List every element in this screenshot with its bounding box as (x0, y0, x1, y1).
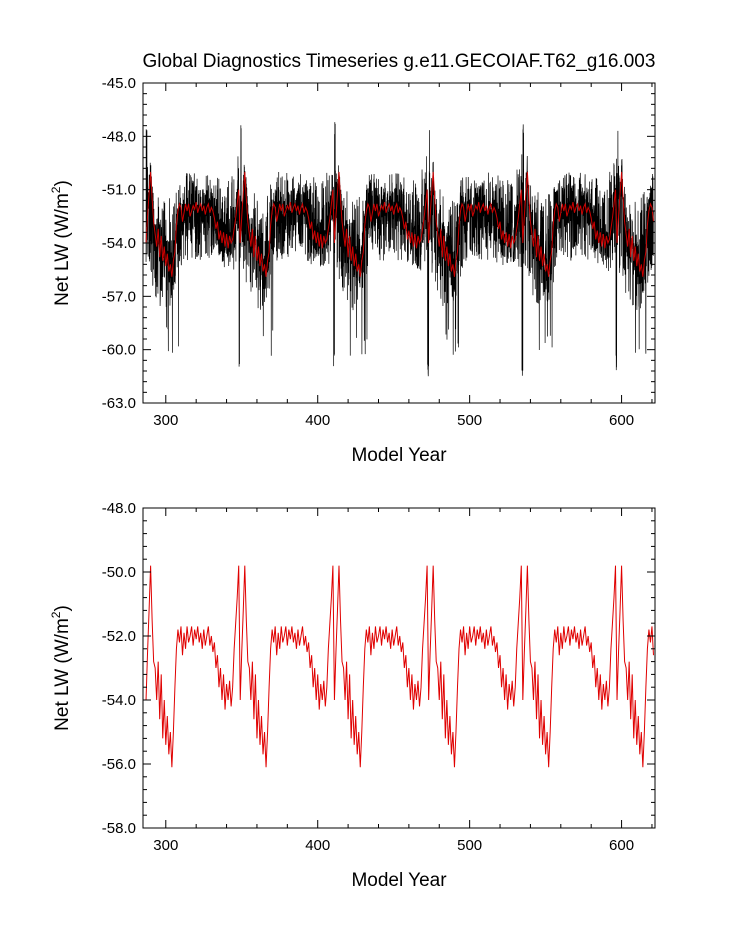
annual-series-line (145, 565, 654, 768)
bottom-panel: 300 400 500 600 -58.0 -56.0 -54.0 -52.0 -50.0 -48… (49, 500, 656, 891)
y-tick-label: -48.0 (102, 128, 136, 145)
top-panel: 300 400 500 600 -63.0 -60.0 -57.0 -54.0 -51.0 -48… (49, 75, 656, 466)
x-tick-label: 400 (305, 837, 330, 854)
x-tick-label: 500 (457, 837, 482, 854)
y-tick-label: -58.0 (102, 820, 136, 837)
x-axis-label: Model Year (351, 445, 447, 466)
y-tick-label: -51.0 (102, 182, 136, 199)
y-tick-label: -63.0 (102, 395, 136, 412)
y-axis-label: Net LW (W/m2) (49, 180, 73, 306)
x-tick-label: 300 (153, 837, 178, 854)
x-tick-label: 600 (609, 412, 634, 429)
y-tick-label: -57.0 (102, 288, 136, 305)
y-tick-label: -54.0 (102, 235, 136, 252)
y-tick-label: -45.0 (102, 75, 136, 92)
x-axis-label: Model Year (351, 870, 447, 891)
y-tick-label: -56.0 (102, 756, 136, 773)
y-tick-label: -48.0 (102, 500, 136, 517)
annual-series-line (145, 171, 654, 277)
y-tick-label: -60.0 (102, 342, 136, 359)
x-tick-label: 600 (609, 837, 634, 854)
x-tick-label: 300 (153, 412, 178, 429)
y-tick-label: -50.0 (102, 564, 136, 581)
y-axis-label: Net LW (W/m2) (49, 605, 73, 731)
x-tick-label: 400 (305, 412, 330, 429)
y-tick-label: -54.0 (102, 692, 136, 709)
plot-frame (142, 507, 656, 829)
chart-title: Global Diagnostics Timeseries g.e11.GECO… (143, 51, 656, 72)
monthly-series-line (145, 122, 654, 377)
x-tick-label: 500 (457, 412, 482, 429)
y-tick-label: -52.0 (102, 628, 136, 645)
